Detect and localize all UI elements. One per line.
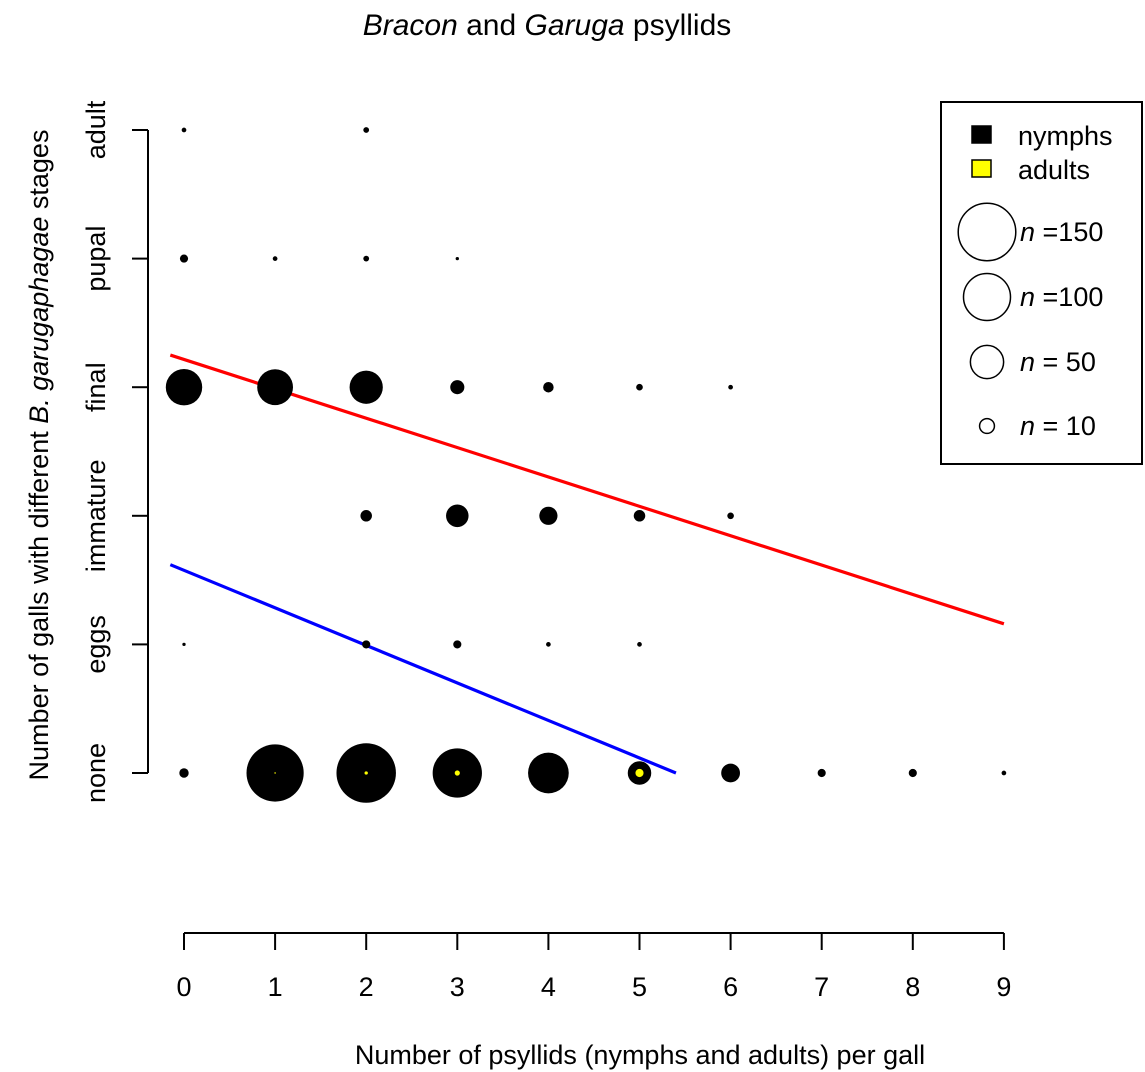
legend-size-label-50: n = 50 xyxy=(1020,347,1096,377)
x-tick-label-2: 2 xyxy=(359,972,374,1002)
bubble-adults-none-5 xyxy=(635,768,644,778)
bubble-nymphs-immature-2 xyxy=(360,510,372,522)
bubble-nymphs-adult-2 xyxy=(363,127,370,133)
bubble-nymphs-none-4 xyxy=(528,752,569,794)
legend-size-circle-100 xyxy=(962,272,1012,322)
bubble-nymphs-pupal-1 xyxy=(272,256,278,261)
trend-line-1 xyxy=(169,563,677,775)
legend-size-label-10: n = 10 xyxy=(1020,411,1096,441)
bubble-nymphs-final-2 xyxy=(349,370,383,404)
bubble-nymphs-none-0 xyxy=(179,768,189,778)
legend-label-adults: adults xyxy=(1018,155,1090,185)
bubble-nymphs-pupal-3 xyxy=(455,256,459,261)
trend-line-0 xyxy=(169,353,1005,626)
y-tick-label-none: none xyxy=(81,743,111,803)
bubble-nymphs-none-7 xyxy=(817,768,826,778)
x-axis-label: Number of psyllids (nymphs and adults) p… xyxy=(355,1040,925,1070)
x-tick-label-9: 9 xyxy=(996,972,1011,1002)
trend-lines xyxy=(169,353,1005,775)
bubble-nymphs-pupal-2 xyxy=(363,255,370,262)
bubble-nymphs-eggs-4 xyxy=(546,642,551,647)
bubble-adults-none-1 xyxy=(274,772,276,774)
bubble-nymphs-final-1 xyxy=(257,369,293,406)
legend: nymphs adults n =150 n =100 n = 50 n = 10 xyxy=(940,101,1143,465)
bubble-nymphs-final-6 xyxy=(728,384,733,390)
bubble-nymphs-immature-6 xyxy=(727,512,734,520)
legend-size-label-150: n =150 xyxy=(1020,217,1103,247)
bubble-nymphs-final-4 xyxy=(543,381,554,393)
bubble-nymphs-immature-5 xyxy=(633,510,646,522)
bubble-adults-none-2 xyxy=(364,771,368,775)
title-genus-1: Bracon xyxy=(363,9,458,42)
y-tick-label-pupal: pupal xyxy=(81,226,111,292)
y-axis: none eggs immature final pupal adult xyxy=(81,100,149,803)
bubble-adults-none-3 xyxy=(454,770,460,776)
legend-size-label-100: n =100 xyxy=(1020,282,1103,312)
legend-size-circle-50 xyxy=(969,344,1005,380)
bubble-nymphs-final-0 xyxy=(165,369,203,406)
x-tick-label-8: 8 xyxy=(905,972,920,1002)
bubbles xyxy=(165,127,1007,803)
y-tick-label-eggs: eggs xyxy=(81,615,111,674)
x-tick-label-7: 7 xyxy=(814,972,829,1002)
bubble-nymphs-adult-0 xyxy=(181,127,187,133)
legend-swatch-nymphs xyxy=(971,125,992,144)
bubble-nymphs-eggs-5 xyxy=(637,642,642,647)
bubble-nymphs-pupal-0 xyxy=(179,254,189,263)
x-tick-label-5: 5 xyxy=(632,972,647,1002)
y-tick-label-immature: immature xyxy=(81,460,111,573)
bubble-nymphs-immature-4 xyxy=(539,506,558,525)
y-tick-label-final: final xyxy=(81,362,111,412)
x-tick-label-4: 4 xyxy=(541,972,556,1002)
legend-label-nymphs: nymphs xyxy=(1018,121,1113,151)
x-tick-label-1: 1 xyxy=(268,972,283,1002)
bubble-nymphs-eggs-0 xyxy=(182,642,186,647)
y-tick-label-adult: adult xyxy=(81,100,111,159)
bubble-nymphs-none-6 xyxy=(721,763,740,783)
bubble-nymphs-final-5 xyxy=(636,383,643,391)
legend-size-circle-10 xyxy=(978,417,996,435)
bubble-nymphs-none-9 xyxy=(1001,770,1007,776)
bubble-nymphs-eggs-2 xyxy=(362,640,371,649)
bubble-nymphs-eggs-3 xyxy=(453,640,462,649)
x-tick-label-3: 3 xyxy=(450,972,465,1002)
title-and: and xyxy=(458,9,525,42)
bubble-nymphs-final-3 xyxy=(450,380,465,395)
legend-size-circle-150 xyxy=(957,202,1017,262)
x-tick-label-0: 0 xyxy=(176,972,191,1002)
bubble-nymphs-immature-3 xyxy=(446,504,469,528)
svg-text:Bracon and Garuga psyllids: Bracon and Garuga psyllids xyxy=(363,9,732,42)
title-rest: psyllids xyxy=(625,9,732,42)
x-tick-label-6: 6 xyxy=(723,972,738,1002)
chart-title: Bracon and Garuga psyllids xyxy=(363,9,732,42)
legend-swatch-adults xyxy=(971,159,992,178)
bubble-nymphs-none-8 xyxy=(908,768,917,778)
x-axis: 0 1 2 3 4 5 6 7 8 9 xyxy=(176,932,1011,1002)
title-genus-2: Garuga xyxy=(525,9,625,42)
y-axis-label: Number of galls with different B. garuga… xyxy=(24,130,54,781)
